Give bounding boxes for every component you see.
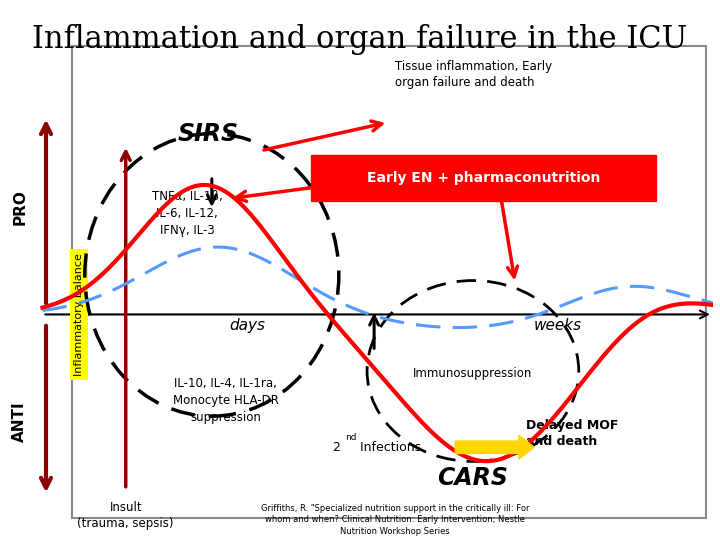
Text: days: days [229,318,265,333]
Text: Infections: Infections [356,441,422,454]
Text: nd: nd [345,433,356,442]
Text: SIRS: SIRS [178,122,239,146]
Text: Immunosuppression: Immunosuppression [413,367,533,380]
Text: Delayed MOF
and death: Delayed MOF and death [526,418,618,448]
FancyArrow shape [455,435,534,459]
Text: TNFα, IL-1β,
IL-6, IL-12,
IFNγ, IL-3: TNFα, IL-1β, IL-6, IL-12, IFNγ, IL-3 [152,190,222,237]
Text: ANTI: ANTI [12,402,27,442]
Text: CARS: CARS [438,467,508,490]
Text: Inflammatory balance: Inflammatory balance [74,253,84,376]
Text: Insult
(trauma, sepsis): Insult (trauma, sepsis) [78,501,174,530]
Text: 2: 2 [332,441,340,454]
Text: PRO: PRO [12,189,27,225]
Text: Griffiths, R. "Specialized nutrition support in the critically ill: For
whom and: Griffiths, R. "Specialized nutrition sup… [261,504,529,536]
Text: IL-10, IL-4, IL-1ra,
Monocyte HLA-DR
suppression: IL-10, IL-4, IL-1ra, Monocyte HLA-DR sup… [173,376,279,423]
FancyBboxPatch shape [310,155,657,201]
Text: Inflammation and organ failure in the ICU: Inflammation and organ failure in the IC… [32,24,688,55]
Text: weeks: weeks [534,318,582,333]
Text: Tissue inflammation, Early
organ failure and death: Tissue inflammation, Early organ failure… [395,60,552,89]
Text: Early EN + pharmaconutrition: Early EN + pharmaconutrition [366,171,600,185]
